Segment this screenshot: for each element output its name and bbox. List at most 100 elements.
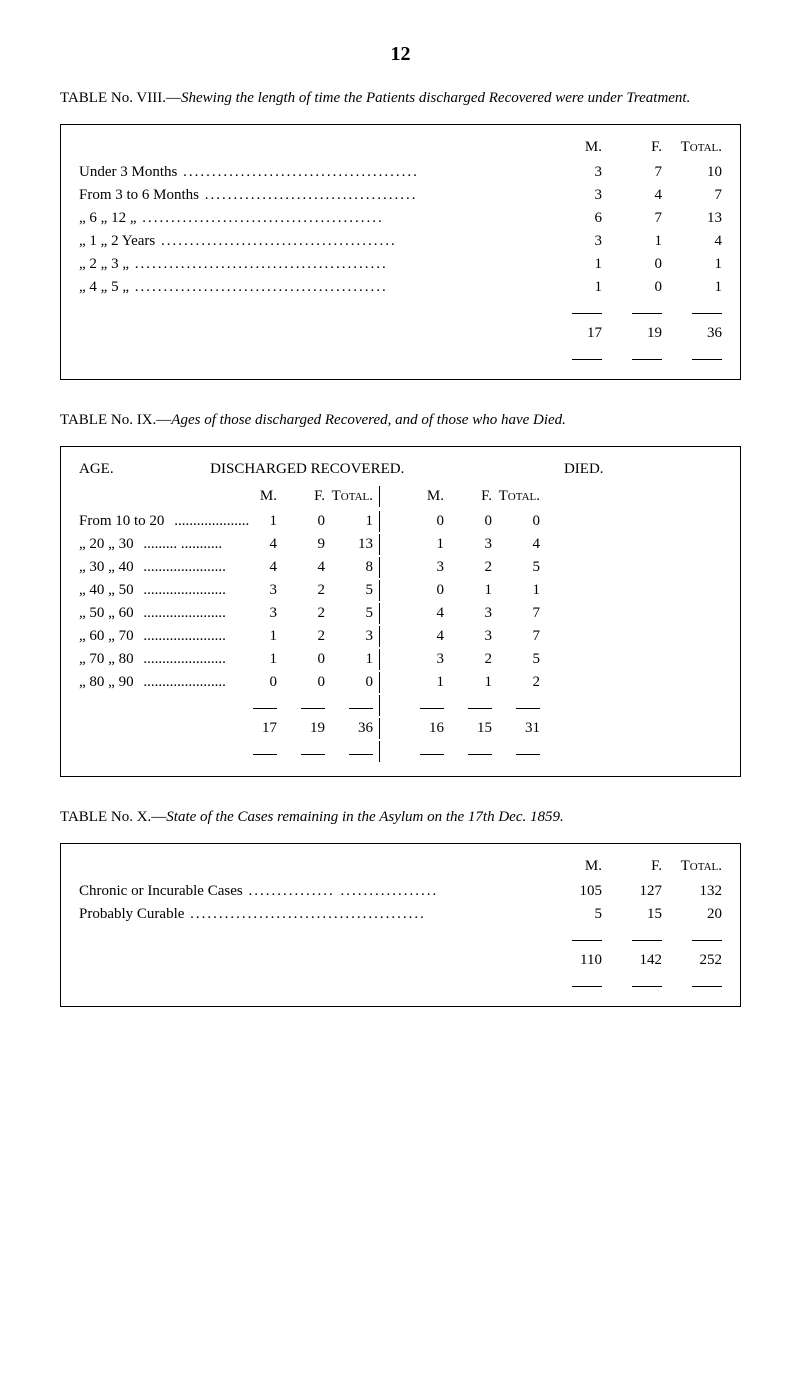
total-f: 142: [602, 950, 662, 971]
cell: 5: [492, 557, 540, 578]
total-cell: 31: [492, 718, 540, 739]
cell-total: 7: [662, 185, 722, 206]
row-label: „ 1 „ 2 Years ..........................…: [79, 231, 542, 252]
cell: 2: [444, 649, 492, 670]
table9-title-prefix: TABLE No. IX.—: [60, 412, 171, 428]
table9-recovered-head: DISCHARGED RECOVERED.: [169, 459, 446, 480]
row-label: Chronic or Incurable Cases .............…: [79, 881, 542, 902]
leader-dots: ......................: [134, 628, 226, 644]
cell-total: 4: [662, 231, 722, 252]
row-label-text: „ 40 „ 50: [79, 582, 134, 598]
cell-total: 20: [662, 904, 722, 925]
table-row: „ 6 „ 12 „ .............................…: [79, 208, 722, 229]
total-total: 36: [662, 323, 722, 344]
cell: 8: [325, 557, 373, 578]
total-m: 17: [542, 323, 602, 344]
cell: 7: [492, 603, 540, 624]
table9-totals-row: 17 19 36 16 15 31: [79, 718, 722, 739]
cell: 3: [444, 626, 492, 647]
cell: 1: [325, 649, 373, 670]
table8-title: TABLE No. VIII.—Shewing the length of ti…: [60, 88, 741, 109]
table10-col-f: F.: [602, 856, 662, 877]
cell: 1: [396, 534, 444, 555]
cell: 2: [277, 603, 325, 624]
table10-title-prefix: TABLE No. X.—: [60, 809, 166, 825]
row-label: „ 20 „ 30 ......... ...........: [79, 534, 229, 555]
row-label-text: Chronic or Incurable Cases: [79, 883, 243, 899]
row-label-text: Probably Curable: [79, 906, 184, 922]
cell: 1: [229, 626, 277, 647]
cell: 3: [396, 557, 444, 578]
table10-col-m: M.: [542, 856, 602, 877]
table9-title: TABLE No. IX.—Ages of those discharged R…: [60, 410, 741, 431]
cell: 1: [396, 672, 444, 693]
leader-dots: ......................: [134, 674, 226, 690]
row-label: „ 70 „ 80 ......................: [79, 649, 229, 670]
totals-rule-bottom: [79, 346, 722, 367]
cell-m: 1: [542, 254, 602, 275]
col-f: F.: [277, 486, 325, 507]
table10-title: TABLE No. X.—State of the Cases remainin…: [60, 807, 741, 828]
leader-dots: ........................................…: [129, 256, 388, 272]
table8-header-row: M. F. Total.: [79, 137, 722, 158]
row-label: Under 3 Months .........................…: [79, 162, 542, 183]
cell: 0: [325, 672, 373, 693]
cell: 4: [229, 534, 277, 555]
table10-col-total: Total.: [662, 856, 722, 877]
row-label-text: From 10 to 20: [79, 513, 164, 529]
row-label-text: „ 20 „ 30: [79, 536, 134, 552]
leader-dots: ............... .................: [243, 883, 439, 899]
leader-dots: ......................: [134, 651, 226, 667]
col-f: F.: [444, 486, 492, 507]
row-label: „ 80 „ 90 ......................: [79, 672, 229, 693]
row-label-text: „ 70 „ 80: [79, 651, 134, 667]
row-label-text: „ 30 „ 40: [79, 559, 134, 575]
table-row: „ 70 „ 80 ...................... 1 0 1 3…: [79, 649, 722, 670]
cell: 0: [396, 511, 444, 532]
cell-m: 3: [542, 185, 602, 206]
cell: 3: [444, 534, 492, 555]
totals-rule-top: [79, 927, 722, 948]
cell: 0: [277, 672, 325, 693]
cell-f: 0: [602, 254, 662, 275]
table-row: From 3 to 6 Months .....................…: [79, 185, 722, 206]
row-label: „ 2 „ 3 „ ..............................…: [79, 254, 542, 275]
row-label: „ 60 „ 70 ......................: [79, 626, 229, 647]
cell: 4: [396, 603, 444, 624]
cell-f: 4: [602, 185, 662, 206]
table10-header-row: M. F. Total.: [79, 856, 722, 877]
row-label-text: „ 60 „ 70: [79, 628, 134, 644]
cell-f: 7: [602, 162, 662, 183]
cell: 1: [444, 672, 492, 693]
cell: 5: [325, 580, 373, 601]
cell-m: 105: [542, 881, 602, 902]
leader-dots: .....................................: [199, 187, 418, 203]
table9-died-head: DIED.: [446, 459, 723, 480]
cell-m: 5: [542, 904, 602, 925]
page-number: 12: [60, 40, 741, 68]
cell: 4: [229, 557, 277, 578]
table-row: „ 1 „ 2 Years ..........................…: [79, 231, 722, 252]
leader-dots: ........................................…: [177, 164, 419, 180]
leader-dots: ......................: [134, 582, 226, 598]
cell-f: 0: [602, 277, 662, 298]
cell: 3: [396, 649, 444, 670]
cell: 0: [444, 511, 492, 532]
row-label-text: From 3 to 6 Months: [79, 187, 199, 203]
cell: 2: [277, 626, 325, 647]
row-label-text: „ 80 „ 90: [79, 674, 134, 690]
cell-m: 1: [542, 277, 602, 298]
table-row: „ 2 „ 3 „ ..............................…: [79, 254, 722, 275]
table-row: Chronic or Incurable Cases .............…: [79, 881, 722, 902]
table9-subheader: M. F. Total. M. F. Total.: [79, 486, 722, 507]
col-m: M.: [396, 486, 444, 507]
total-m: 110: [542, 950, 602, 971]
table-row: „ 50 „ 60 ...................... 3 2 5 4…: [79, 603, 722, 624]
table-row: „ 4 „ 5 „ ..............................…: [79, 277, 722, 298]
table10-title-italic: State of the Cases remaining in the Asyl…: [166, 809, 563, 825]
row-label-text: „ 2 „ 3 „: [79, 256, 129, 272]
table-row: Probably Curable .......................…: [79, 904, 722, 925]
leader-dots: ......... ...........: [134, 536, 223, 552]
table8-title-prefix: TABLE No. VIII.—: [60, 90, 181, 106]
row-label-text: „ 50 „ 60: [79, 605, 134, 621]
